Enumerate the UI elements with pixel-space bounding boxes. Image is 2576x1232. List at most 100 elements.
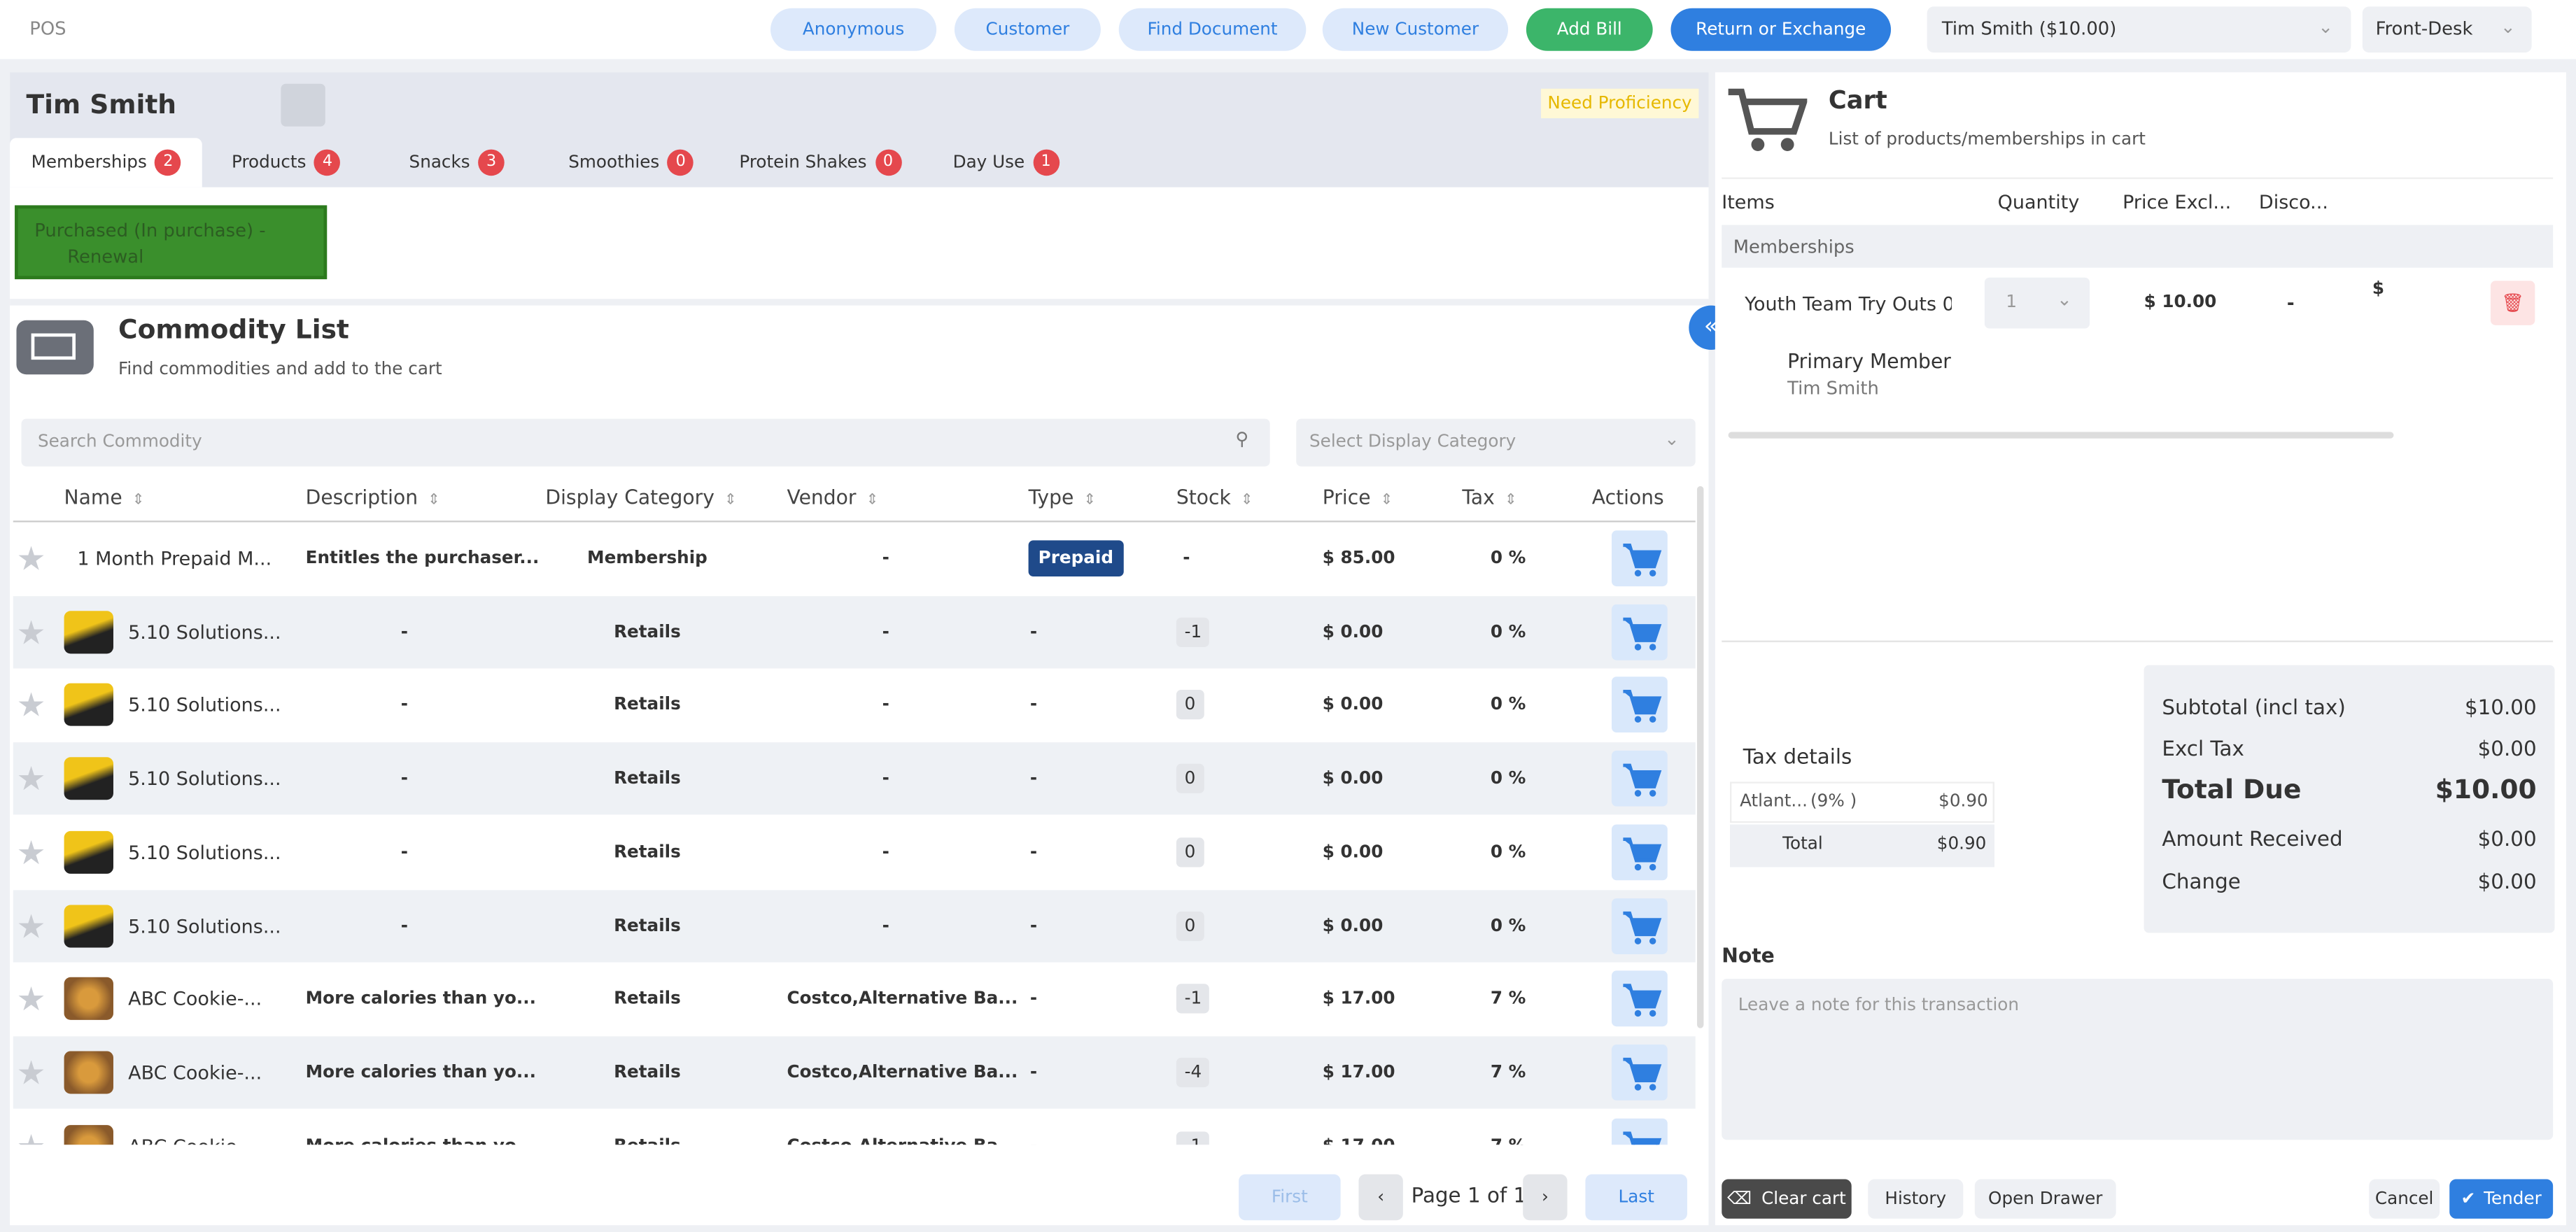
- history-text: History: [1885, 1189, 1947, 1209]
- add-to-cart-button[interactable]: [1611, 677, 1668, 733]
- tax-amount: $0.90: [1938, 791, 1988, 812]
- favorite-star[interactable]: ★: [16, 758, 46, 799]
- favorite-star[interactable]: ★: [16, 979, 46, 1019]
- location-select[interactable]: Front-Desk ⌄: [2362, 6, 2532, 53]
- add-bill-button[interactable]: Add Bill: [1526, 8, 1653, 51]
- new-customer-button[interactable]: New Customer: [1322, 8, 1509, 51]
- cart-glyph: [1623, 910, 1662, 944]
- delete-button[interactable]: 🗑: [2490, 281, 2535, 325]
- cart-item-name: Youth Team Try Outs 0: [1745, 292, 1952, 316]
- display-category: Retails: [614, 768, 681, 789]
- member-name: Tim Smith: [1787, 377, 1879, 399]
- purchase-banner[interactable]: Purchased (In purchase) - Renewal: [15, 205, 328, 280]
- cart-group: Memberships: [1722, 225, 2554, 268]
- type-badge: Prepaid: [1028, 540, 1124, 577]
- tab[interactable]: Snacks 3: [388, 138, 526, 187]
- stock-cell: 0: [1176, 816, 1204, 888]
- tax-total-amount: $0.90: [1936, 834, 1987, 854]
- type: -: [1029, 768, 1038, 789]
- tab-count: 3: [478, 149, 505, 176]
- return-button[interactable]: Return or Exchange: [1670, 8, 1892, 51]
- tender-text: Tender: [2484, 1189, 2542, 1209]
- add-to-cart-button[interactable]: [1611, 1044, 1668, 1100]
- column-header[interactable]: Description ⇕: [306, 486, 440, 509]
- price: $ 0.00: [1322, 915, 1384, 935]
- prev-button[interactable]: ‹: [1358, 1174, 1403, 1221]
- favorite-star[interactable]: ★: [16, 685, 46, 725]
- product-image: [64, 757, 113, 800]
- stock-badge: 0: [1176, 837, 1204, 868]
- note-input[interactable]: Leave a note for this transaction: [1722, 979, 2554, 1140]
- clear-cart-button[interactable]: ⌫ Clear cart: [1722, 1179, 1852, 1219]
- info-button[interactable]: [281, 83, 325, 127]
- cancel-button[interactable]: Cancel: [2369, 1179, 2440, 1219]
- tender-button[interactable]: ✔ Tender: [2449, 1179, 2554, 1219]
- find-document-button[interactable]: Find Document: [1118, 8, 1307, 51]
- tab[interactable]: Smoothies 0: [547, 138, 715, 187]
- product-image: [64, 1124, 113, 1145]
- product-image: [64, 1051, 113, 1094]
- favorite-star[interactable]: ★: [16, 611, 46, 652]
- category-select[interactable]: Select Display Category ⌄: [1296, 418, 1696, 467]
- anonymous-button[interactable]: Anonymous: [770, 8, 937, 51]
- add-to-cart-button[interactable]: [1611, 530, 1668, 587]
- summary-value: $10.00: [2464, 695, 2537, 720]
- add-to-cart-button[interactable]: [1611, 604, 1668, 660]
- sort-icon: ⇕: [428, 493, 440, 509]
- price: $ 0.00: [1322, 621, 1384, 642]
- first-button[interactable]: First: [1239, 1174, 1341, 1221]
- cart-col: Price Excl...: [2123, 190, 2232, 214]
- description: Entitles the purchaser...: [305, 548, 540, 569]
- cart-rule: [1722, 177, 2554, 179]
- next-button[interactable]: ›: [1523, 1174, 1568, 1221]
- column-header[interactable]: Type ⇕: [1029, 486, 1097, 509]
- favorite-star[interactable]: ★: [16, 1110, 45, 1145]
- favorite-star[interactable]: ★: [16, 1052, 46, 1092]
- last-button[interactable]: Last: [1585, 1174, 1687, 1221]
- cart-glyph: [1623, 984, 1662, 1017]
- open-drawer-button[interactable]: Open Drawer: [1974, 1179, 2116, 1219]
- summary-label: Excl Tax: [2162, 735, 2244, 760]
- commodity-row: ★ ABC Cookie-... More calories than yo... R…: [13, 1036, 1696, 1109]
- search-input[interactable]: Search Commodity ⚲: [21, 418, 1270, 467]
- column-header[interactable]: Name ⇕: [64, 486, 145, 509]
- customer-select[interactable]: Tim Smith ($10.00) ⌄: [1927, 6, 2351, 53]
- quantity-select[interactable]: 1 ⌄: [1984, 277, 2090, 329]
- tax: 7 %: [1490, 989, 1526, 1009]
- tab[interactable]: Products 4: [210, 138, 362, 187]
- column-header[interactable]: Display Category ⇕: [545, 486, 736, 509]
- summary-value: $10.00: [2435, 773, 2537, 805]
- tax-row: Atlant... (9% ) $0.90: [1730, 781, 1994, 823]
- add-to-cart-button[interactable]: [1611, 751, 1668, 807]
- price: $ 0.00: [1322, 768, 1384, 789]
- commodity-row: ★ 1 Month Prepaid M... Entitles the purcha…: [13, 522, 1696, 595]
- add-to-cart-button[interactable]: [1611, 1117, 1668, 1145]
- column-header-text: Stock: [1176, 486, 1231, 509]
- cart-item-quantity: 1: [2006, 292, 2018, 313]
- add-to-cart-button[interactable]: [1611, 824, 1668, 880]
- column-header[interactable]: Stock ⇕: [1176, 486, 1253, 509]
- add-to-cart-button[interactable]: [1611, 897, 1668, 954]
- column-header[interactable]: Tax ⇕: [1462, 486, 1516, 509]
- tab[interactable]: Day Use 1: [931, 138, 1081, 187]
- sort-icon: ⇕: [1240, 493, 1253, 509]
- tab[interactable]: Protein Shakes 0: [718, 138, 922, 187]
- tab[interactable]: Memberships 2: [10, 138, 203, 187]
- cart-group-label: Memberships: [1733, 236, 1854, 258]
- clear-cart-text: Clear cart: [1761, 1189, 1846, 1209]
- summary-value: $0.00: [2477, 735, 2537, 760]
- favorite-star[interactable]: ★: [16, 539, 46, 579]
- favorite-star[interactable]: ★: [16, 905, 46, 946]
- commodity-title: Commodity List: [118, 313, 349, 345]
- column-header[interactable]: Vendor ⇕: [787, 486, 878, 509]
- cart-item-discount: -: [2286, 292, 2295, 314]
- column-header[interactable]: Price ⇕: [1323, 486, 1393, 509]
- page-indicator: Page 1 of 11: [1411, 1182, 1540, 1208]
- favorite-star[interactable]: ★: [16, 832, 46, 872]
- add-to-cart-button[interactable]: [1611, 970, 1668, 1027]
- vendor: Costco,Alternative Ba...: [787, 1062, 1018, 1082]
- type: -: [1029, 989, 1038, 1009]
- customer-button[interactable]: Customer: [954, 8, 1101, 51]
- tab-label: Smoothies: [568, 153, 660, 173]
- history-button[interactable]: History: [1868, 1179, 1964, 1219]
